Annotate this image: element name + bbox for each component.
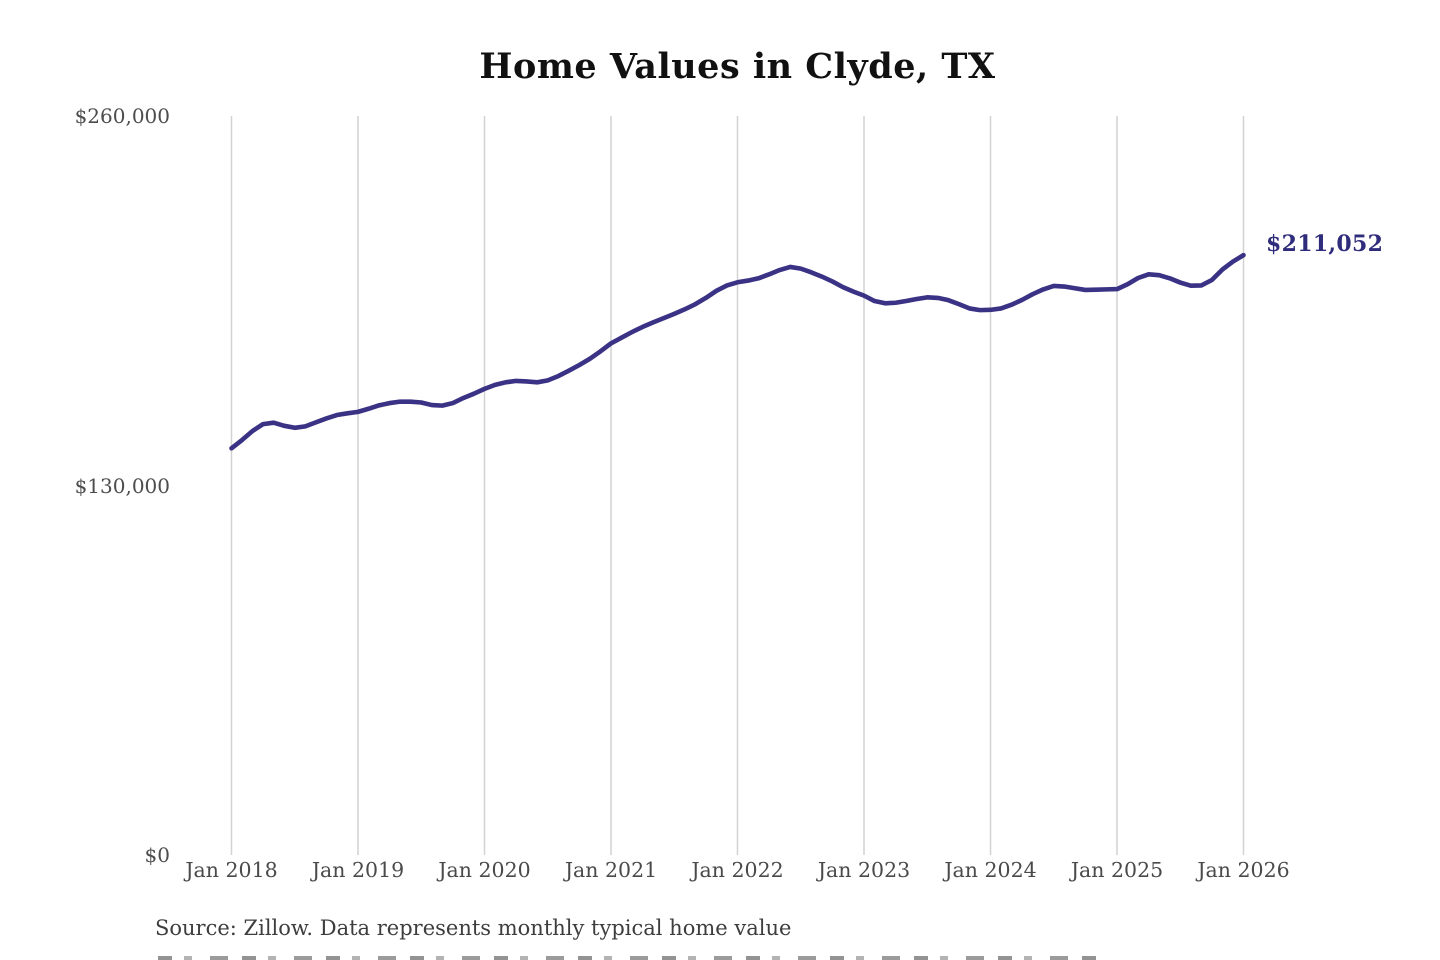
x-tick-label: Jan 2026 [1197, 858, 1290, 882]
x-tick-label: Jan 2024 [944, 858, 1037, 882]
cropped-text-artifact [158, 956, 1098, 960]
x-tick-label: Jan 2020 [438, 858, 531, 882]
value-line [229, 252, 1246, 451]
chart-title: Home Values in Clyde, TX [479, 46, 996, 87]
x-tick-label: Jan 2018 [185, 858, 278, 882]
source-note: Source: Zillow. Data represents monthly … [155, 916, 792, 940]
x-tick-label: Jan 2021 [564, 858, 658, 882]
y-tick-label: $260,000 [74, 104, 170, 128]
x-tick-label: Jan 2023 [817, 858, 911, 882]
y-tick-label: $0 [144, 843, 170, 867]
x-tick-label: Jan 2025 [1070, 858, 1164, 882]
latest-value-label: $211,052 [1266, 231, 1384, 257]
x-tick-label: Jan 2022 [691, 858, 784, 882]
y-tick-label: $130,000 [74, 473, 170, 498]
x-tick-label: Jan 2019 [311, 858, 405, 882]
